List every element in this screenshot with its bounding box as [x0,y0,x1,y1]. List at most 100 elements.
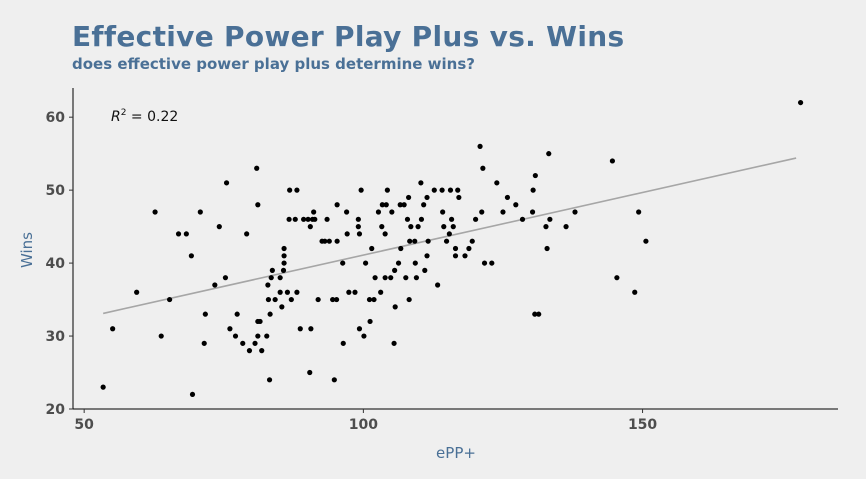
data-point [330,296,336,303]
r-squared-annotation: R2 = 0.22 [111,108,178,125]
data-point [466,245,472,252]
data-point [188,253,194,259]
data-point [223,180,230,186]
data-point [294,289,300,295]
data-point [379,202,385,208]
data-point [202,311,208,317]
data-point [405,194,412,201]
data-point [388,275,394,281]
data-point [372,275,378,281]
y-tick-label: 60 [46,110,66,126]
data-point [355,224,361,230]
data-point [305,216,311,222]
data-point [452,245,459,252]
data-point [227,326,233,332]
data-point [281,253,287,259]
data-point [265,296,272,303]
data-point [277,275,283,281]
data-point [266,377,273,383]
data-point [344,209,350,215]
data-point [406,296,412,303]
data-point [408,224,414,230]
data-point [361,333,367,339]
tick-labels: 20 30 40 50 60 50 100 150 [46,110,658,433]
x-tick-label: 150 [628,417,657,433]
x-tick-label: 50 [74,417,94,433]
data-point [477,143,483,149]
data-point [404,216,411,222]
data-point [134,289,140,295]
data-point [267,311,273,317]
data-point [431,187,437,193]
data-point [334,202,340,208]
data-point [424,253,430,259]
axes [69,88,838,413]
data-point [356,326,363,332]
data-point [216,224,222,230]
data-point [469,238,475,244]
data-points [100,99,804,398]
data-point [100,384,106,390]
data-point [362,260,369,266]
data-point [450,224,456,230]
data-point [312,216,318,222]
y-axis-title: Wins [18,232,36,268]
chart-title: Effective Power Play Plus vs. Wins [72,20,625,53]
y-tick-label: 20 [46,402,66,418]
data-point [418,180,424,186]
data-point [395,260,402,266]
data-point [346,289,352,295]
data-point [301,216,307,222]
data-point [254,165,260,171]
data-point [234,311,240,317]
data-point [389,209,395,215]
data-point [504,194,511,201]
data-point [398,245,404,252]
data-point [446,231,452,237]
data-point [232,333,239,339]
data-point [158,333,164,339]
data-point [481,260,488,266]
data-point [614,275,620,281]
data-point [277,289,283,295]
data-point [307,369,313,376]
data-point [268,275,274,281]
data-point [440,209,446,215]
data-point [294,187,300,193]
data-point [382,231,388,237]
data-point [392,304,398,310]
data-point [280,267,287,273]
data-point [371,296,377,303]
data-point [532,311,538,317]
data-point [324,216,330,222]
data-point [519,216,526,222]
data-point [340,340,346,346]
data-point [413,275,420,281]
data-point [529,209,536,215]
data-point [455,187,461,193]
data-point [448,216,455,222]
data-point [284,289,291,295]
data-point [110,326,116,332]
data-point [331,377,337,383]
data-point [563,224,569,230]
data-point [532,172,538,179]
data-point [252,340,258,346]
data-point [167,296,173,303]
data-point [259,348,265,354]
x-tick-label: 100 [349,417,378,433]
data-point [201,340,207,346]
data-point [322,238,328,244]
data-point [494,180,500,186]
data-point [355,216,361,222]
data-point [288,296,294,303]
data-point [547,216,553,222]
data-point [384,187,390,193]
data-point [397,202,403,208]
data-point [183,231,189,237]
data-point [257,318,263,325]
data-point [189,391,196,398]
data-point [415,224,421,230]
data-point [636,209,642,215]
